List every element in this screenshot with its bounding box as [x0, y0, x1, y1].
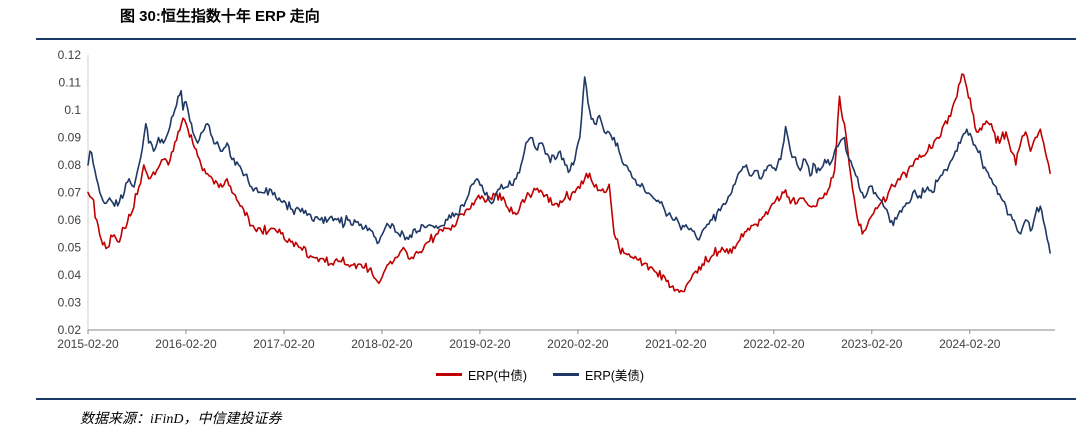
svg-text:0.04: 0.04: [58, 268, 82, 282]
legend-label-us-bond: ERP(美债): [585, 368, 645, 383]
svg-text:0.07: 0.07: [58, 186, 82, 200]
svg-text:2015-02-20: 2015-02-20: [57, 337, 119, 351]
svg-text:2019-02-20: 2019-02-20: [449, 337, 511, 351]
svg-text:2023-02-20: 2023-02-20: [841, 337, 903, 351]
svg-text:2016-02-20: 2016-02-20: [155, 337, 217, 351]
svg-text:2017-02-20: 2017-02-20: [253, 337, 315, 351]
chart-title: 图 30:恒生指数十年 ERP 走向: [120, 8, 320, 25]
svg-text:0.03: 0.03: [58, 296, 82, 310]
legend-swatch-cn-bond: [435, 372, 462, 376]
title-row: 图 30:恒生指数十年 ERP 走向: [0, 0, 1080, 32]
svg-text:0.09: 0.09: [58, 131, 82, 145]
legend-label-cn-bond: ERP(中债): [467, 368, 527, 383]
top-rule: [36, 38, 1076, 40]
svg-text:0.02: 0.02: [58, 323, 82, 337]
chart-legend: ERP(中债) ERP(美债): [0, 364, 1080, 384]
svg-text:0.1: 0.1: [64, 103, 81, 117]
legend-item-erp-us-bond: ERP(美债): [553, 365, 644, 384]
svg-text:0.06: 0.06: [58, 213, 82, 227]
source-note: 数据来源：iFinD，中信建投证券: [80, 412, 282, 427]
svg-text:2022-02-20: 2022-02-20: [743, 337, 805, 351]
legend-item-erp-cn-bond: ERP(中债): [435, 365, 527, 384]
svg-text:0.11: 0.11: [59, 76, 82, 90]
svg-text:0.12: 0.12: [58, 48, 82, 62]
svg-text:2020-02-20: 2020-02-20: [547, 337, 609, 351]
svg-text:0.08: 0.08: [58, 158, 82, 172]
svg-text:0.05: 0.05: [58, 241, 82, 255]
svg-text:2018-02-20: 2018-02-20: [351, 337, 413, 351]
erp-line-chart: 0.02 0.03 0.04 0.05 0.06 0.07 0.08 0.09 0.1 0.11 0…: [57, 48, 1055, 351]
bottom-rule: [36, 398, 1076, 400]
svg-text:2024-02-20: 2024-02-20: [939, 337, 1001, 351]
legend-swatch-us-bond: [553, 372, 579, 376]
svg-text:2021-02-20: 2021-02-20: [645, 337, 707, 351]
